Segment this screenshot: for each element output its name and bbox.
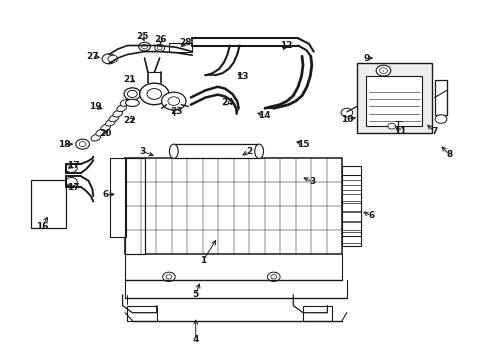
Text: 21: 21	[123, 75, 136, 84]
Bar	[366, 76, 422, 126]
Circle shape	[167, 97, 179, 105]
Text: 4: 4	[192, 335, 199, 344]
Text: 25: 25	[136, 32, 148, 41]
Text: 1: 1	[200, 256, 206, 265]
Bar	[168, 42, 192, 51]
Ellipse shape	[91, 134, 101, 141]
Bar	[173, 144, 259, 158]
Text: 5: 5	[192, 290, 199, 299]
Text: 9: 9	[363, 54, 369, 63]
Text: 14: 14	[257, 111, 270, 120]
Bar	[110, 158, 126, 237]
Text: 19: 19	[89, 102, 102, 111]
Bar	[303, 306, 331, 320]
Circle shape	[340, 108, 352, 117]
Text: 24: 24	[221, 98, 233, 107]
Ellipse shape	[124, 88, 141, 100]
Text: 3: 3	[309, 177, 315, 186]
Circle shape	[375, 65, 390, 76]
Circle shape	[139, 42, 150, 51]
Ellipse shape	[120, 100, 130, 106]
Ellipse shape	[169, 144, 178, 158]
Circle shape	[387, 123, 395, 129]
Bar	[125, 158, 144, 253]
Circle shape	[108, 55, 118, 62]
Ellipse shape	[127, 90, 137, 98]
Circle shape	[267, 272, 280, 282]
Text: 16: 16	[36, 222, 48, 231]
Bar	[127, 306, 157, 320]
Ellipse shape	[101, 124, 110, 131]
Text: 11: 11	[393, 127, 406, 136]
Text: 6: 6	[102, 190, 108, 199]
Text: 27: 27	[86, 52, 99, 61]
Ellipse shape	[117, 105, 126, 112]
Bar	[125, 158, 341, 253]
Text: 10: 10	[340, 114, 352, 123]
Text: 18: 18	[58, 140, 70, 149]
Ellipse shape	[125, 99, 139, 107]
Text: 20: 20	[99, 129, 111, 138]
Circle shape	[434, 115, 446, 123]
Circle shape	[155, 44, 164, 51]
Circle shape	[76, 139, 89, 149]
Text: 6: 6	[367, 211, 374, 220]
Text: 15: 15	[296, 140, 308, 149]
Text: 17: 17	[66, 161, 79, 170]
Text: 26: 26	[154, 35, 166, 44]
Text: 8: 8	[445, 150, 451, 159]
Text: 17: 17	[66, 183, 79, 192]
Text: 13: 13	[235, 72, 248, 81]
Bar	[31, 180, 66, 228]
Bar	[356, 63, 431, 134]
Circle shape	[147, 89, 161, 99]
Text: 23: 23	[170, 107, 182, 116]
Text: 12: 12	[279, 41, 292, 50]
Circle shape	[102, 54, 116, 64]
Ellipse shape	[105, 119, 115, 126]
Text: 7: 7	[430, 127, 437, 136]
Text: 22: 22	[123, 116, 136, 125]
Bar	[341, 166, 360, 246]
Text: 2: 2	[246, 147, 252, 156]
Ellipse shape	[254, 144, 263, 158]
Text: 3: 3	[139, 147, 145, 156]
Text: 28: 28	[180, 38, 192, 47]
Circle shape	[162, 272, 175, 282]
Ellipse shape	[96, 129, 105, 136]
Circle shape	[140, 83, 168, 105]
Ellipse shape	[113, 110, 122, 117]
Bar	[341, 175, 360, 235]
Circle shape	[161, 92, 185, 110]
Bar	[434, 80, 446, 116]
Ellipse shape	[109, 115, 119, 122]
